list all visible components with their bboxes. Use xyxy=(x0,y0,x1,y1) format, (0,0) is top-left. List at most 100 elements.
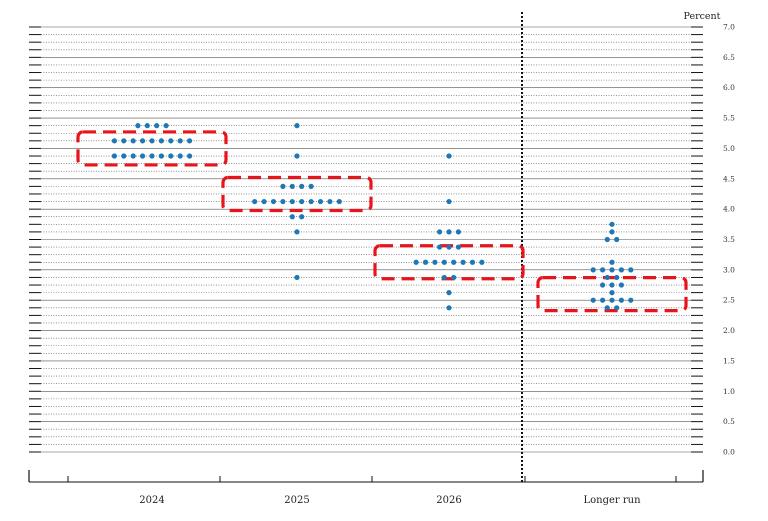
participant-dot xyxy=(609,267,615,273)
participant-dot xyxy=(600,282,606,288)
participant-dot xyxy=(294,153,300,159)
participant-dot xyxy=(111,153,117,159)
participant-dot xyxy=(130,153,136,159)
participant-dot xyxy=(437,244,443,250)
participant-dot xyxy=(135,123,141,129)
participant-dot xyxy=(609,297,615,303)
participant-dot xyxy=(294,229,300,235)
participant-dot xyxy=(446,198,452,205)
participant-dot xyxy=(455,244,461,250)
participant-dot xyxy=(590,267,596,273)
participant-dot xyxy=(609,221,615,227)
y-tick-label: 0.5 xyxy=(723,417,735,426)
participant-dot xyxy=(140,138,146,144)
participant-dot xyxy=(168,153,174,159)
y-axis-unit-label: Percent xyxy=(683,11,720,22)
participant-dot xyxy=(446,153,452,159)
y-tick-labels: 0.0 0.5 1.0 1.5 2.0 2.5 3.0 3.5 4.0 4.5 5.0 5.5 6.0 6… xyxy=(723,23,735,457)
participant-dot xyxy=(149,153,155,159)
y-tick-label: 4.5 xyxy=(723,174,735,183)
participant-dot xyxy=(252,198,258,205)
participant-dot xyxy=(460,259,466,265)
participant-dot xyxy=(187,153,193,159)
y-tick-label: 0.0 xyxy=(723,448,735,457)
participant-dot xyxy=(121,138,127,144)
y-tick-label: 4.0 xyxy=(723,205,735,214)
participant-dot xyxy=(261,198,267,205)
participant-dot xyxy=(422,259,429,265)
category-label: Longer run xyxy=(583,495,641,506)
participant-dot xyxy=(289,198,295,205)
participant-dot xyxy=(149,138,155,144)
participant-dot xyxy=(618,297,625,303)
axes xyxy=(28,12,704,483)
category-label: 2025 xyxy=(284,495,309,506)
participant-dot xyxy=(446,305,452,311)
participant-dot xyxy=(270,198,277,205)
participant-dot xyxy=(308,198,314,205)
y-tick-label: 1.5 xyxy=(723,356,735,365)
participant-dot xyxy=(628,297,634,303)
participant-dot xyxy=(609,290,615,296)
participant-dot xyxy=(441,274,447,281)
participant-dot xyxy=(446,290,452,296)
participant-dot xyxy=(604,305,610,311)
participant-dot xyxy=(432,259,438,265)
participant-dot xyxy=(121,153,127,159)
participant-dot xyxy=(168,138,174,144)
participant-dot xyxy=(336,198,342,205)
participant-dot xyxy=(614,274,620,281)
dots xyxy=(111,123,634,311)
participant-dot xyxy=(618,282,625,288)
participant-dot xyxy=(158,138,164,144)
participant-dot xyxy=(609,229,615,235)
participant-dot xyxy=(144,123,150,129)
participant-dot xyxy=(289,183,295,189)
participant-dot xyxy=(469,259,476,265)
participant-dot xyxy=(446,244,452,250)
participant-dot xyxy=(600,267,606,273)
participant-dot xyxy=(441,259,447,265)
participant-dot xyxy=(600,297,606,303)
participant-dot xyxy=(280,183,286,189)
participant-dot xyxy=(614,305,620,311)
participant-dot xyxy=(130,138,136,144)
participant-dot xyxy=(413,259,419,265)
participant-dot xyxy=(158,153,164,159)
participant-dot xyxy=(289,214,295,220)
median-highlight-box xyxy=(221,175,373,213)
participant-dot xyxy=(280,198,286,205)
participant-dot xyxy=(446,229,452,235)
y-tick-label: 5.5 xyxy=(723,114,735,123)
y-tick-label: 3.0 xyxy=(723,265,735,274)
participant-dot xyxy=(604,274,610,281)
y-tick-label: 2.0 xyxy=(723,326,735,335)
y-tick-label: 3.5 xyxy=(723,235,735,244)
participant-dot xyxy=(618,267,625,273)
participant-dot xyxy=(437,229,443,235)
participant-dot xyxy=(327,198,333,205)
participant-dot xyxy=(299,214,305,220)
participant-dot xyxy=(479,259,485,265)
participant-dot xyxy=(299,198,305,205)
participant-dot xyxy=(308,183,314,189)
median-highlight-box xyxy=(536,276,688,313)
y-tick-label: 6.5 xyxy=(723,53,735,62)
participant-dot xyxy=(628,267,634,273)
y-tick-label: 6.0 xyxy=(723,83,735,92)
participant-dot xyxy=(590,297,596,303)
participant-dot xyxy=(294,123,300,129)
participant-dot xyxy=(177,153,183,159)
participant-dot xyxy=(614,236,620,243)
participant-dot xyxy=(451,274,457,281)
participant-dot xyxy=(604,236,610,243)
participant-dot xyxy=(299,183,305,189)
participant-dot xyxy=(294,274,300,281)
y-tick-label: 7.0 xyxy=(723,23,735,32)
participant-dot xyxy=(609,259,615,265)
y-tick-label: 5.0 xyxy=(723,144,735,153)
participant-dot xyxy=(154,123,160,129)
participant-dot xyxy=(140,153,146,159)
participant-dot xyxy=(455,229,461,235)
